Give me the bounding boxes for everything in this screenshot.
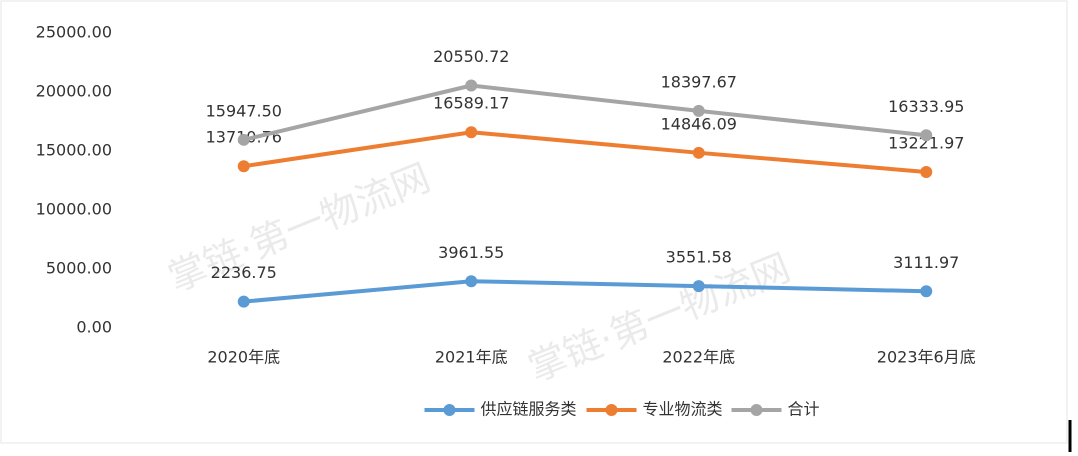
data-point (237, 160, 250, 173)
data-point (920, 285, 933, 298)
data-label: 16333.95 (888, 97, 964, 116)
data-label: 3111.97 (893, 253, 959, 272)
y-tick-label: 15000.00 (36, 141, 112, 160)
data-point (465, 275, 478, 288)
x-tick-label: 2023年6月底 (877, 348, 976, 367)
data-label: 16589.17 (433, 94, 509, 113)
legend-label: 合计 (788, 400, 820, 419)
series-line (243, 130, 927, 174)
data-point (692, 280, 705, 293)
data-point (465, 79, 478, 92)
y-tick-label: 0.00 (76, 318, 112, 337)
data-label: 3551.58 (666, 248, 732, 267)
legend-marker (605, 404, 618, 416)
x-tick-label: 2020年底 (207, 348, 280, 367)
data-point (920, 165, 933, 178)
legend-marker (443, 404, 456, 416)
data-label: 14846.09 (661, 114, 737, 133)
data-label: 13221.97 (888, 133, 964, 152)
legend-label: 专业物流类 (643, 400, 723, 419)
legend-label: 供应链服务类 (481, 400, 577, 419)
x-tick-label: 2022年底 (662, 348, 735, 367)
series-line (243, 279, 927, 304)
data-label: 2236.75 (211, 263, 277, 282)
data-label: 20550.72 (433, 47, 509, 66)
y-tick-label: 10000.00 (36, 200, 112, 219)
x-tick-label: 2021年底 (435, 348, 508, 367)
legend-marker (750, 404, 763, 416)
data-point (920, 129, 933, 142)
y-tick-label: 25000.00 (36, 23, 112, 42)
series-line (243, 83, 927, 142)
data-point (237, 133, 250, 146)
y-tick-label: 5000.00 (46, 259, 112, 278)
data-point (465, 126, 478, 139)
data-label: 18397.67 (661, 72, 737, 91)
data-point (692, 146, 705, 159)
data-label: 15947.50 (206, 101, 282, 120)
data-point (692, 104, 705, 117)
data-label: 3961.55 (438, 243, 504, 262)
chart-border (0, 0, 1068, 444)
y-tick-label: 20000.00 (36, 82, 112, 101)
data-point (237, 295, 250, 308)
